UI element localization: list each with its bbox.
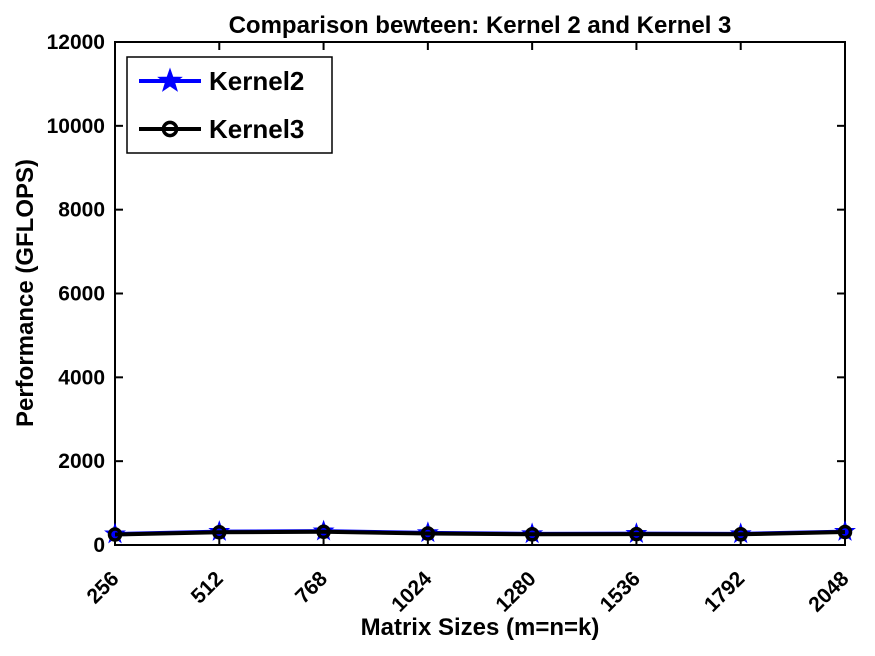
x-tick-label: 2048 — [804, 567, 854, 617]
circle-marker-icon — [524, 527, 540, 542]
circle-marker-icon — [629, 526, 644, 542]
circle-marker-icon — [316, 524, 331, 540]
legend-label: Kernel2 — [209, 66, 304, 96]
legend: Kernel2 Kernel3 — [126, 56, 333, 154]
legend-label: Kernel3 — [209, 114, 304, 144]
circle-marker-icon — [161, 120, 179, 138]
circle-marker-icon — [107, 527, 123, 542]
x-axis-label: Matrix Sizes (m=n=k) — [360, 614, 600, 641]
x-tick-label: 768 — [291, 567, 332, 608]
x-tick-label: 256 — [82, 567, 123, 608]
circle-marker-icon — [212, 524, 227, 540]
y-tick-label: 4000 — [58, 366, 105, 389]
y-tick-label: 10000 — [47, 115, 105, 138]
x-tick-labels: 256 512 768 1024 1280 1536 1792 2048 — [82, 567, 853, 617]
x-tick-label: 1024 — [387, 567, 437, 617]
y-tick-label: 2000 — [58, 450, 105, 473]
x-tick-label: 1280 — [491, 567, 540, 616]
x-tick-label: 512 — [187, 567, 228, 608]
legend-box — [126, 56, 333, 154]
y-tick-label: 6000 — [58, 283, 105, 306]
x-tick-label: 1536 — [596, 567, 645, 616]
pentagram-marker-icon — [834, 520, 856, 541]
y-tick-label: 12000 — [47, 31, 105, 54]
series-kernel3 — [107, 524, 853, 542]
y-tick-labels: 0 2000 4000 6000 8000 10000 12000 — [47, 31, 105, 557]
x-tick-label: 1792 — [700, 567, 749, 616]
circle-marker-icon — [420, 526, 436, 541]
chart-title: Comparison bewteen: Kernel 2 and Kernel … — [228, 12, 732, 39]
y-tick-label: 8000 — [58, 199, 105, 222]
circle-marker-icon — [733, 527, 748, 542]
y-tick-label: 0 — [93, 534, 105, 557]
circle-marker-icon — [837, 524, 853, 540]
pentagram-marker-icon — [157, 67, 183, 92]
